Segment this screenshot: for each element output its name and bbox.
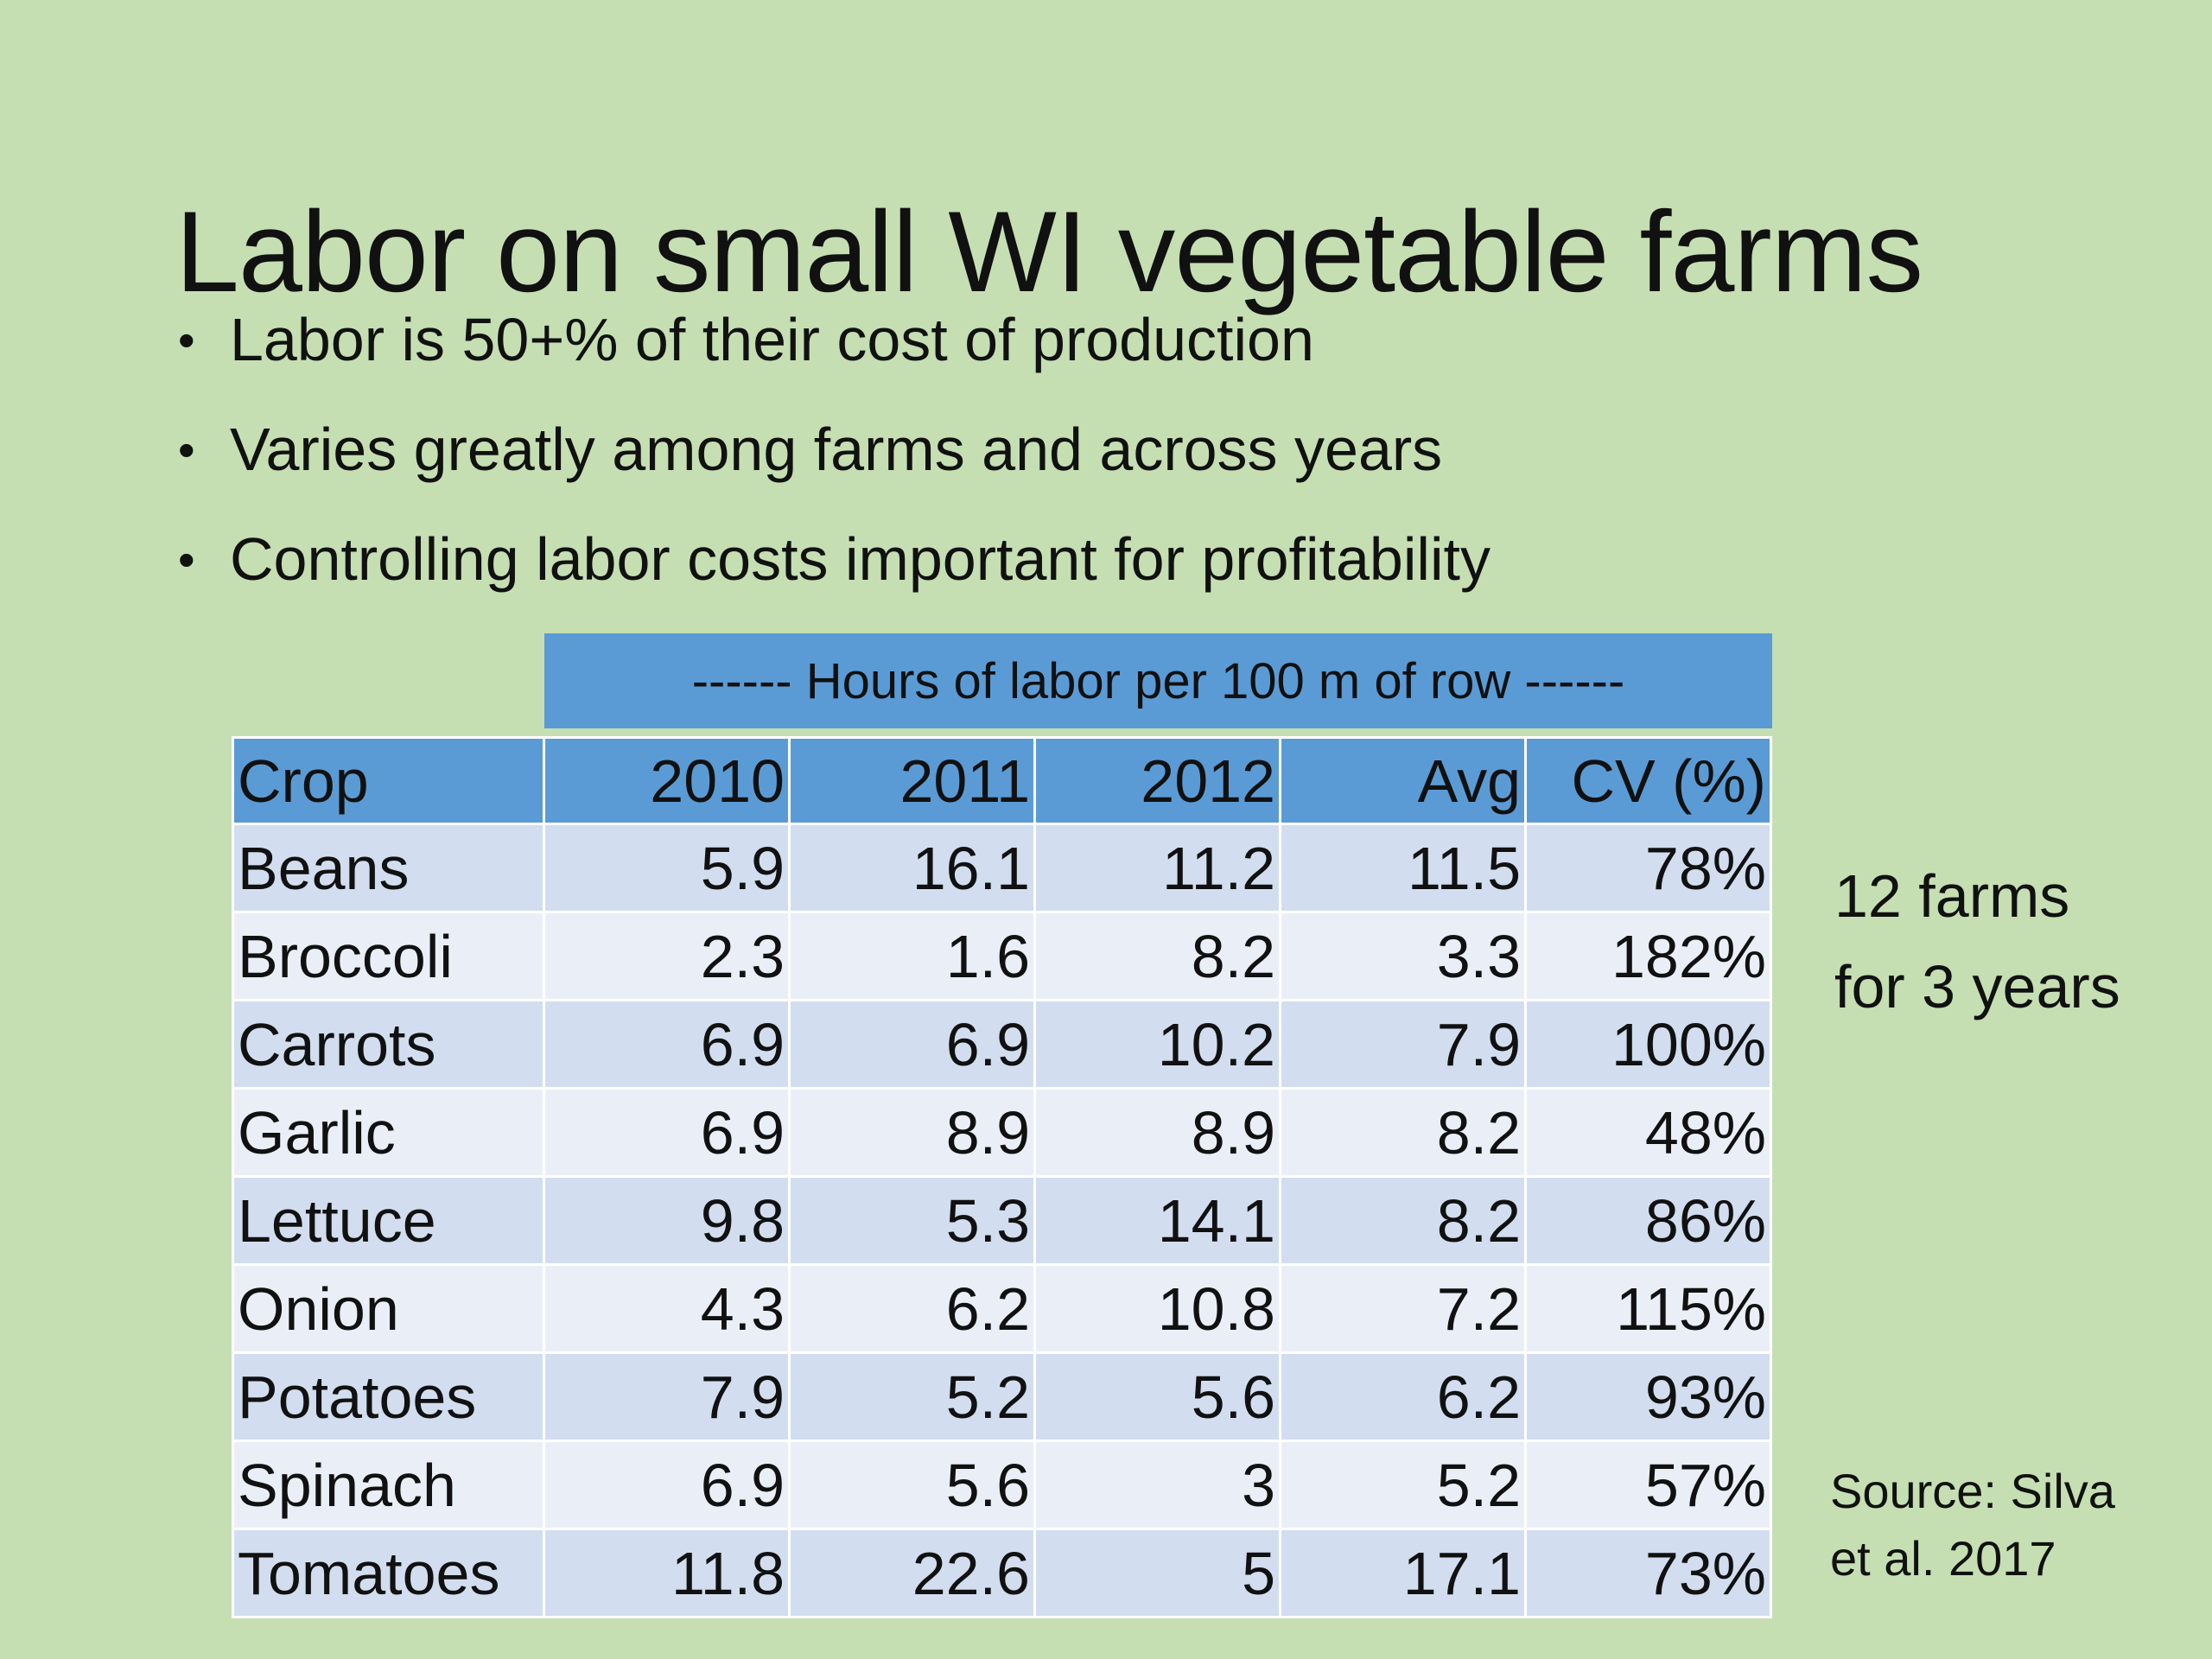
value-2012-cell: 14.1 (1033, 1175, 1281, 1266)
column-header-2011: 2011 (788, 736, 1036, 825)
value-2011-cell: 5.2 (788, 1351, 1036, 1442)
value-2010-cell: 6.9 (543, 1440, 791, 1530)
labor-table: Crop 2010 2011 2012 Avg CV (%) Beans 5.9 1… (232, 736, 1772, 1618)
value-2010-cell: 6.9 (543, 1087, 791, 1178)
avg-cell: 8.2 (1279, 1175, 1527, 1266)
table-group-header: ------ Hours of labor per 100 m of row -… (544, 633, 1772, 728)
avg-cell: 3.3 (1279, 911, 1527, 1001)
value-2011-cell: 5.3 (788, 1175, 1036, 1266)
avg-cell: 5.2 (1279, 1440, 1527, 1530)
value-2012-cell: 10.8 (1033, 1263, 1281, 1354)
cv-cell: 182% (1524, 911, 1772, 1001)
crop-cell: Tomatoes (232, 1528, 545, 1618)
value-2012-cell: 8.2 (1033, 911, 1281, 1001)
value-2010-cell: 5.9 (543, 823, 791, 913)
sample-note-line: 12 farms (1834, 862, 2070, 930)
column-header-crop: Crop (232, 736, 545, 825)
cv-cell: 57% (1524, 1440, 1772, 1530)
crop-cell: Potatoes (232, 1351, 545, 1442)
bullet-dot-icon: • (178, 423, 195, 477)
sample-note-line: for 3 years (1834, 953, 2120, 1020)
value-2011-cell: 8.9 (788, 1087, 1036, 1178)
table-row: Potatoes 7.9 5.2 5.6 6.2 93% (232, 1351, 1772, 1442)
table-row: Lettuce 9.8 5.3 14.1 8.2 86% (232, 1175, 1772, 1266)
value-2010-cell: 6.9 (543, 999, 791, 1090)
crop-cell: Lettuce (232, 1175, 545, 1266)
value-2010-cell: 9.8 (543, 1175, 791, 1266)
value-2010-cell: 2.3 (543, 911, 791, 1001)
bullet-item: • Controlling labor costs important for p… (173, 505, 1491, 614)
bullet-text: Labor is 50+% of their cost of productio… (230, 306, 1314, 373)
value-2012-cell: 10.2 (1033, 999, 1281, 1090)
value-2011-cell: 6.2 (788, 1263, 1036, 1354)
value-2012-cell: 8.9 (1033, 1087, 1281, 1178)
value-2012-cell: 3 (1033, 1440, 1281, 1530)
value-2011-cell: 1.6 (788, 911, 1036, 1001)
bullet-list: • Labor is 50+% of their cost of producti… (173, 285, 1491, 614)
column-header-cv: CV (%) (1524, 736, 1772, 825)
table-row: Broccoli 2.3 1.6 8.2 3.3 182% (232, 911, 1772, 1001)
value-2010-cell: 7.9 (543, 1351, 791, 1442)
source-line: Source: Silva (1830, 1464, 2115, 1518)
bullet-dot-icon: • (178, 313, 195, 367)
sample-note: 12 farms for 3 years (1834, 851, 2120, 1033)
table-row: Garlic 6.9 8.9 8.9 8.2 48% (232, 1087, 1772, 1178)
crop-cell: Beans (232, 823, 545, 913)
avg-cell: 8.2 (1279, 1087, 1527, 1178)
bullet-item: • Varies greatly among farms and across y… (173, 395, 1491, 505)
cv-cell: 78% (1524, 823, 1772, 913)
column-header-2012: 2012 (1033, 736, 1281, 825)
cv-cell: 48% (1524, 1087, 1772, 1178)
value-2012-cell: 11.2 (1033, 823, 1281, 913)
column-header-2010: 2010 (543, 736, 791, 825)
table-body: Beans 5.9 16.1 11.2 11.5 78% Broccoli 2.3 1.6 8.2… (232, 823, 1772, 1618)
value-2010-cell: 11.8 (543, 1528, 791, 1618)
value-2012-cell: 5.6 (1033, 1351, 1281, 1442)
avg-cell: 17.1 (1279, 1528, 1527, 1618)
source-citation: Source: Silva et al. 2017 (1830, 1458, 2115, 1592)
cv-cell: 115% (1524, 1263, 1772, 1354)
bullet-item: • Labor is 50+% of their cost of producti… (173, 285, 1491, 395)
crop-cell: Carrots (232, 999, 545, 1090)
bullet-text: Varies greatly among farms and across ye… (230, 416, 1443, 483)
source-line: et al. 2017 (1830, 1531, 2056, 1586)
value-2012-cell: 5 (1033, 1528, 1281, 1618)
table-header-row: Crop 2010 2011 2012 Avg CV (%) (232, 736, 1772, 825)
value-2011-cell: 22.6 (788, 1528, 1036, 1618)
cv-cell: 93% (1524, 1351, 1772, 1442)
cv-cell: 86% (1524, 1175, 1772, 1266)
table-row: Carrots 6.9 6.9 10.2 7.9 100% (232, 999, 1772, 1090)
avg-cell: 6.2 (1279, 1351, 1527, 1442)
value-2011-cell: 6.9 (788, 999, 1036, 1090)
avg-cell: 7.9 (1279, 999, 1527, 1090)
crop-cell: Garlic (232, 1087, 545, 1178)
column-header-avg: Avg (1279, 736, 1527, 825)
crop-cell: Spinach (232, 1440, 545, 1530)
cv-cell: 73% (1524, 1528, 1772, 1618)
value-2010-cell: 4.3 (543, 1263, 791, 1354)
table-row: Onion 4.3 6.2 10.8 7.2 115% (232, 1263, 1772, 1354)
bullet-dot-icon: • (178, 532, 195, 587)
table-row: Tomatoes 11.8 22.6 5 17.1 73% (232, 1528, 1772, 1618)
cv-cell: 100% (1524, 999, 1772, 1090)
bullet-text: Controlling labor costs important for pr… (230, 525, 1491, 593)
crop-cell: Onion (232, 1263, 545, 1354)
slide-title: Labor on small WI vegetable farms (175, 188, 1923, 317)
avg-cell: 11.5 (1279, 823, 1527, 913)
avg-cell: 7.2 (1279, 1263, 1527, 1354)
table-row: Spinach 6.9 5.6 3 5.2 57% (232, 1440, 1772, 1530)
value-2011-cell: 16.1 (788, 823, 1036, 913)
crop-cell: Broccoli (232, 911, 545, 1001)
table-row: Beans 5.9 16.1 11.2 11.5 78% (232, 823, 1772, 913)
value-2011-cell: 5.6 (788, 1440, 1036, 1530)
